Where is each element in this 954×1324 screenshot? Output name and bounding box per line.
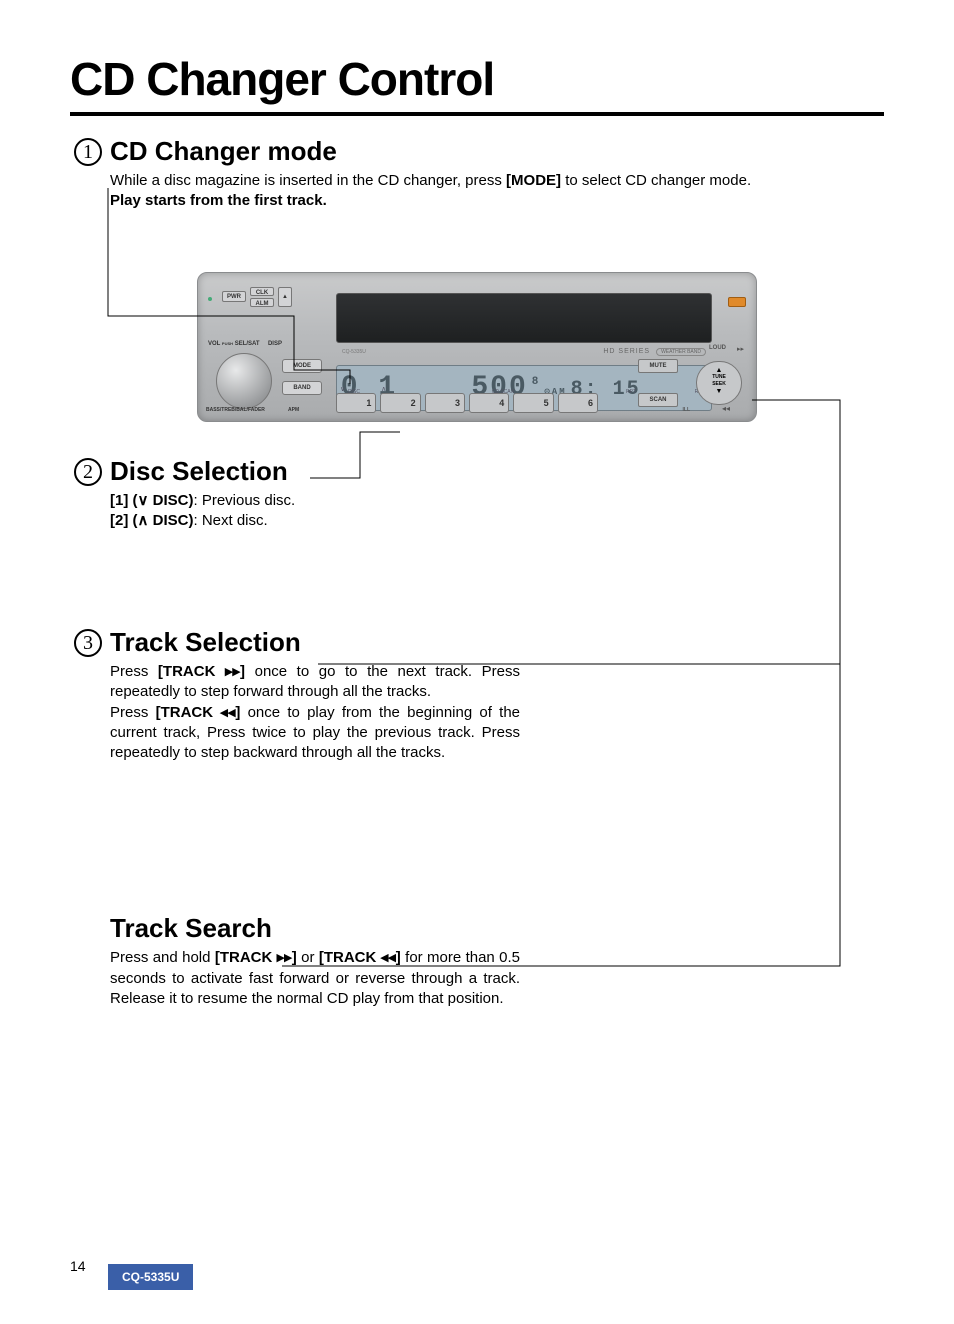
t: While a disc magazine is inserted in the… (110, 172, 506, 189)
preset-5[interactable]: 5 (513, 393, 553, 413)
section-title-3: Track Selection (110, 627, 884, 658)
t: [MODE] (506, 172, 561, 189)
btbf-label: BASS/TREB/BAL/FADER (206, 407, 265, 413)
step-number-2: 2 (74, 458, 102, 486)
pwr-button[interactable]: PWR (222, 291, 246, 302)
mode-button[interactable]: MODE (282, 359, 322, 373)
brand-row: CQ-5335U HD SERIES WEATHER BAND (336, 345, 712, 359)
section-disc-selection: 2 Disc Selection [1] (∨ DISC): Previous … (110, 456, 884, 532)
tune-seek-rocker[interactable]: ▲ TUNE SEEK ▼ (696, 361, 742, 405)
model-tag: CQ-5335U (108, 1264, 193, 1290)
t: [1] (∨ DISC) (110, 492, 193, 509)
band-button[interactable]: BAND (282, 381, 322, 395)
t: : Next disc. (193, 512, 267, 529)
t: DISP (268, 341, 282, 347)
preset-row: 1 2 3 4 5 6 (336, 393, 598, 413)
tune-label: TUNE (712, 374, 726, 380)
loud-label: LOUD (709, 345, 726, 351)
t: [TRACK ▸▸] (215, 949, 297, 966)
lcd-top-strip (336, 293, 712, 343)
weatherband-label: WEATHER BAND (656, 348, 706, 356)
t: PUSH (222, 341, 233, 346)
t: VOL (208, 341, 220, 347)
page-number: 14 (70, 1258, 86, 1274)
preset-4[interactable]: 4 (469, 393, 509, 413)
t: Press and hold (110, 949, 215, 966)
preset-6[interactable]: 6 (558, 393, 598, 413)
section-cd-changer-mode: 1 CD Changer mode While a disc magazine … (110, 136, 884, 212)
disc-down-icon: ∨ (340, 385, 345, 393)
section-track-selection: 3 Track Selection Press [TRACK ▸▸] once … (110, 627, 884, 763)
section-4-text: Press and hold [TRACK ▸▸] or [TRACK ◂◂] … (110, 948, 520, 1009)
t: [TRACK ◂◂] (156, 704, 241, 721)
step-number-3: 3 (74, 629, 102, 657)
t: : Previous disc. (193, 492, 295, 509)
section-1-text: While a disc magazine is inserted in the… (110, 171, 884, 212)
page-title: CD Changer Control (70, 52, 884, 106)
fwd-small-icon: ▸▸ (737, 345, 744, 353)
t: SEL/SAT (235, 341, 260, 347)
t: Press (110, 704, 156, 721)
t: [TRACK ◂◂] (319, 949, 401, 966)
section-title-2: Disc Selection (110, 456, 884, 487)
t: to select CD changer mode. (561, 172, 751, 189)
rev-icon: ◂◂ (722, 404, 730, 413)
preset-2[interactable]: 2 (380, 393, 420, 413)
section-title-1: CD Changer mode (110, 136, 884, 167)
scan-button[interactable]: SCAN (638, 393, 678, 407)
power-led (208, 297, 212, 301)
preset-1[interactable]: 1 (336, 393, 376, 413)
disc-up-icon: ∧ (381, 385, 386, 393)
volume-knob[interactable] (216, 353, 272, 409)
preset-3[interactable]: 3 (425, 393, 465, 413)
series-label: HD SERIES (603, 348, 650, 355)
section-2-text: [1] (∨ DISC): Previous disc. [2] (∧ DISC… (110, 491, 884, 532)
apm-label: APM (288, 407, 299, 413)
ill-label: ILL (683, 407, 691, 413)
section-title-4: Track Search (110, 913, 884, 944)
title-rule (70, 112, 884, 116)
mute-button[interactable]: MUTE (638, 359, 678, 373)
sup-display: 8 (532, 376, 541, 388)
eject-button[interactable]: ▲ (278, 287, 292, 307)
car-stereo-face: PWR CLK ALM ▲ CQ-5335U HD SERIES WEATHER… (197, 272, 757, 422)
t: [2] (∧ DISC) (110, 512, 193, 529)
device-illustration: PWR CLK ALM ▲ CQ-5335U HD SERIES WEATHER… (197, 272, 757, 442)
section-track-search: Track Search Press and hold [TRACK ▸▸] o… (110, 913, 884, 1009)
t: [TRACK ▸▸] (158, 663, 245, 680)
vol-label: VOL PUSH SEL/SAT DISP (208, 341, 282, 347)
model-label: CQ-5335U (342, 349, 366, 355)
t: Play starts from the first track. (110, 192, 327, 209)
step-number-1: 1 (74, 138, 102, 166)
right-cluster: MUTE SCAN ▲ TUNE SEEK ▼ (638, 359, 742, 431)
clk-button[interactable]: CLK (250, 287, 274, 296)
seek-label: SEEK (712, 381, 726, 387)
alm-button[interactable]: ALM (250, 298, 274, 307)
t: or (297, 949, 319, 966)
section-3-text: Press [TRACK ▸▸] once to go to the next … (110, 662, 520, 763)
led-indicator (728, 297, 746, 307)
t: Press (110, 663, 158, 680)
